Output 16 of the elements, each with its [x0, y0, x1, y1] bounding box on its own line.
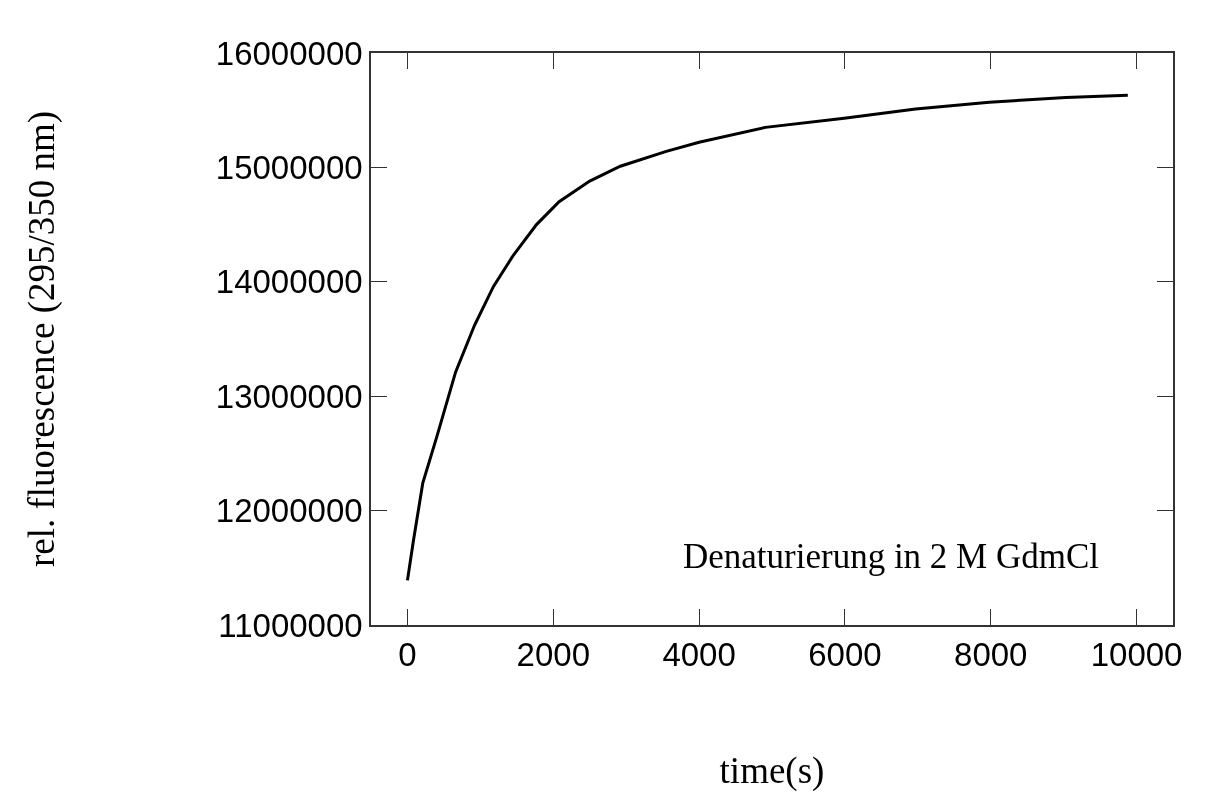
y-tick-label: 14000000: [215, 263, 363, 301]
annotation: Denaturierung in 2 M GdmCl: [683, 537, 1100, 576]
x-tick-label: 10000: [1090, 636, 1183, 674]
x-tick-label: 4000: [662, 636, 736, 674]
y-tick-label: 11000000: [218, 606, 363, 644]
y-axis-title: rel. fluorescence (295/350 nm): [20, 110, 63, 568]
x-axis-title: time(s): [719, 750, 825, 793]
y-tick-label: 12000000: [215, 492, 363, 530]
y-tick-label: 16000000: [215, 34, 363, 72]
y-tick-label: 15000000: [215, 148, 363, 186]
x-tick-label: 0: [398, 636, 417, 674]
y-tick-label: 13000000: [215, 377, 363, 415]
x-tick-label: 6000: [808, 636, 882, 674]
x-tick-label: 8000: [954, 636, 1028, 674]
line-series: [405, 93, 1130, 582]
x-tick-label: 2000: [516, 636, 590, 674]
